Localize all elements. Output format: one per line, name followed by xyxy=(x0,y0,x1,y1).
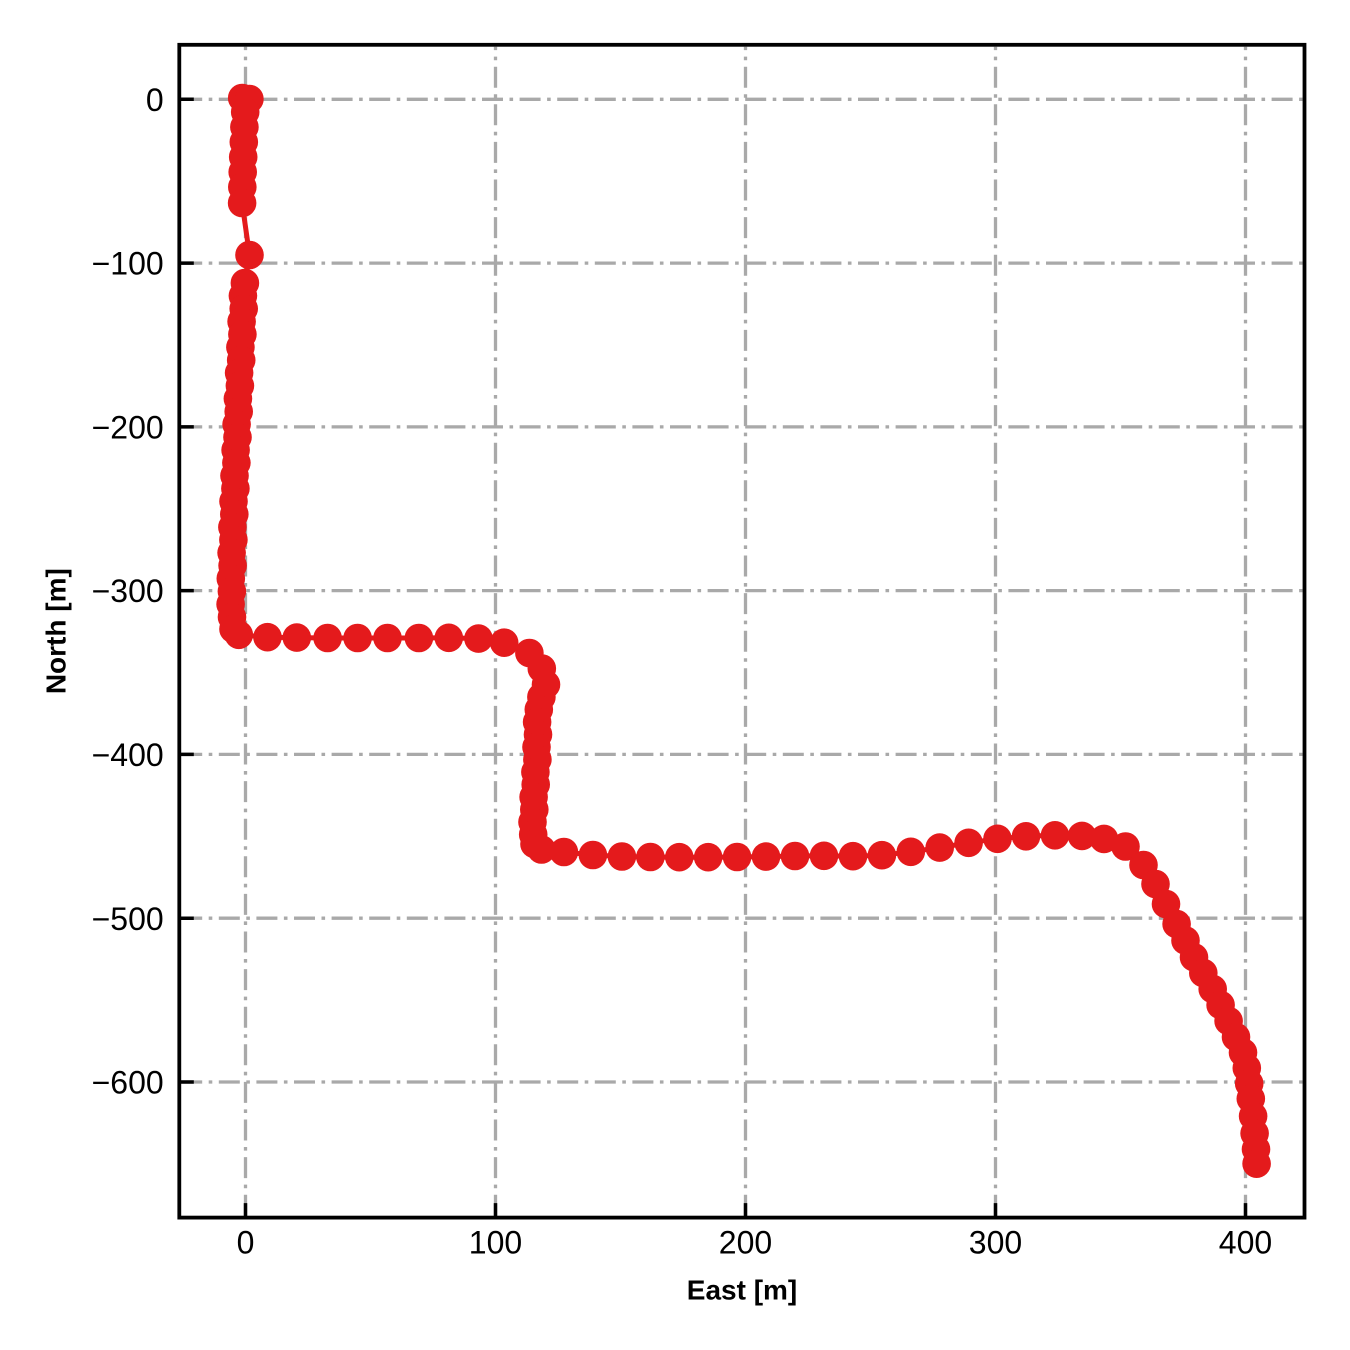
svg-text:−600: −600 xyxy=(92,1065,164,1101)
svg-text:200: 200 xyxy=(719,1225,772,1261)
svg-text:400: 400 xyxy=(1219,1225,1272,1261)
svg-text:0: 0 xyxy=(146,82,164,118)
svg-text:−400: −400 xyxy=(92,737,164,773)
svg-text:−500: −500 xyxy=(92,901,164,937)
svg-text:100: 100 xyxy=(469,1225,522,1261)
svg-text:0: 0 xyxy=(237,1225,255,1261)
svg-text:300: 300 xyxy=(969,1225,1022,1261)
svg-text:−300: −300 xyxy=(92,573,164,609)
svg-text:−100: −100 xyxy=(92,246,164,282)
svg-text:East [m]: East [m] xyxy=(687,1274,797,1305)
svg-text:−200: −200 xyxy=(92,410,164,446)
svg-text:North [m]: North [m] xyxy=(41,568,72,694)
